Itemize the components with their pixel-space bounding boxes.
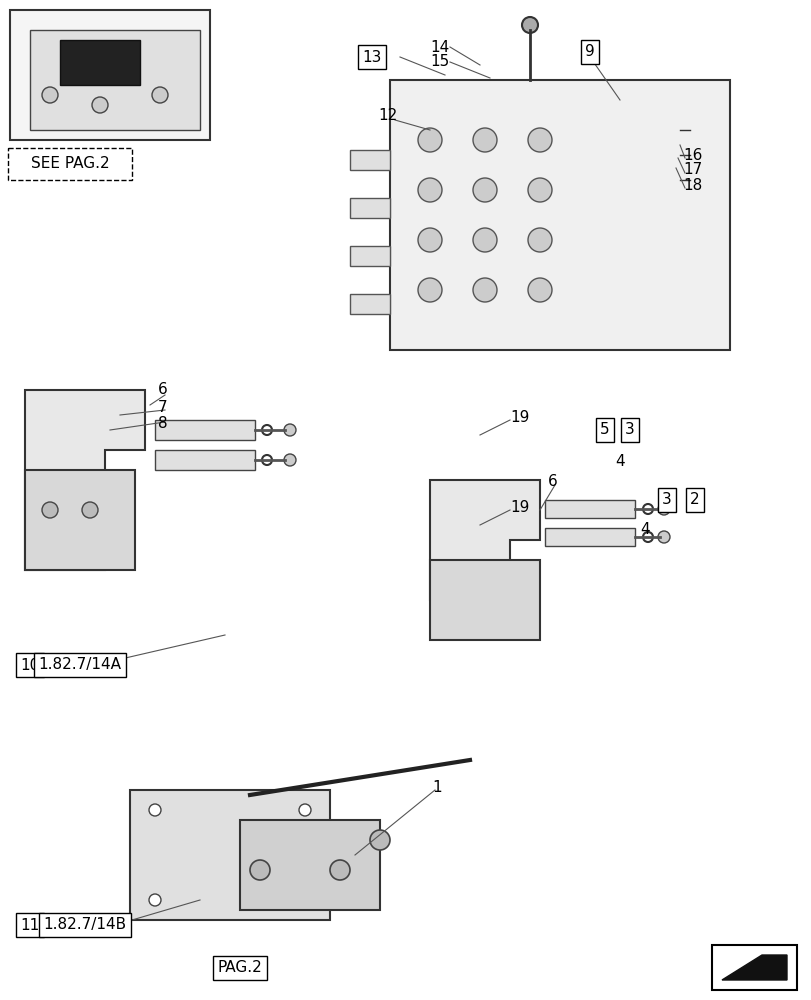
Text: 3: 3 [661,492,671,508]
Circle shape [418,128,441,152]
Polygon shape [350,198,389,218]
Circle shape [527,128,551,152]
Circle shape [329,860,350,880]
Circle shape [284,424,296,436]
Bar [240,820,380,910]
Polygon shape [350,150,389,170]
Circle shape [250,860,270,880]
Text: 19: 19 [509,499,529,514]
Text: 18: 18 [682,178,702,192]
Circle shape [298,804,311,816]
Text: 13: 13 [362,49,381,64]
Polygon shape [350,246,389,266]
Circle shape [370,830,389,850]
Circle shape [527,178,551,202]
Circle shape [148,894,161,906]
Polygon shape [350,294,389,314]
Polygon shape [25,390,145,570]
Text: 10: 10 [20,658,40,672]
Circle shape [82,502,98,518]
Circle shape [473,278,496,302]
Text: 4: 4 [614,454,624,470]
FancyBboxPatch shape [8,148,132,180]
Text: 5: 5 [599,422,609,438]
Circle shape [418,228,441,252]
Circle shape [657,503,669,515]
Text: 7: 7 [158,400,167,416]
Text: SEE PAG.2: SEE PAG.2 [31,156,109,172]
Text: 9: 9 [585,44,594,60]
Polygon shape [389,80,729,350]
Circle shape [527,278,551,302]
Circle shape [298,894,311,906]
Bar [30,30,200,130]
Circle shape [418,278,441,302]
Circle shape [473,128,496,152]
Circle shape [527,228,551,252]
Polygon shape [721,955,786,980]
Text: 6: 6 [547,475,557,489]
Circle shape [152,87,168,103]
Text: 2: 2 [689,492,699,508]
Text: 8: 8 [158,416,167,430]
Circle shape [521,17,538,33]
Bar [130,790,329,920]
Text: 11: 11 [20,918,40,932]
Bar [60,40,139,85]
Circle shape [148,804,161,816]
Bar [155,420,255,440]
Circle shape [657,531,669,543]
Text: 19: 19 [509,410,529,424]
Circle shape [473,228,496,252]
Bar [10,10,210,140]
Text: 15: 15 [430,54,448,70]
Text: 17: 17 [682,162,702,178]
Circle shape [92,97,108,113]
Text: 1: 1 [431,780,441,794]
Text: 4: 4 [639,522,649,538]
Circle shape [42,502,58,518]
Bar [25,470,135,570]
Text: 1.82.7/14A: 1.82.7/14A [38,658,122,672]
Bar [155,450,255,470]
Circle shape [284,454,296,466]
Circle shape [418,178,441,202]
Text: 16: 16 [682,147,702,162]
Text: 3: 3 [624,422,634,438]
Bar [430,560,539,640]
Text: PAG.2: PAG.2 [217,960,262,976]
Text: 1.82.7/14B: 1.82.7/14B [43,918,127,932]
Text: 6: 6 [158,382,168,397]
Polygon shape [430,480,539,600]
Bar [544,528,634,546]
Circle shape [473,178,496,202]
Circle shape [42,87,58,103]
Text: 12: 12 [378,107,397,122]
Bar [544,500,634,518]
Bar [711,945,796,990]
Text: 14: 14 [430,39,448,54]
